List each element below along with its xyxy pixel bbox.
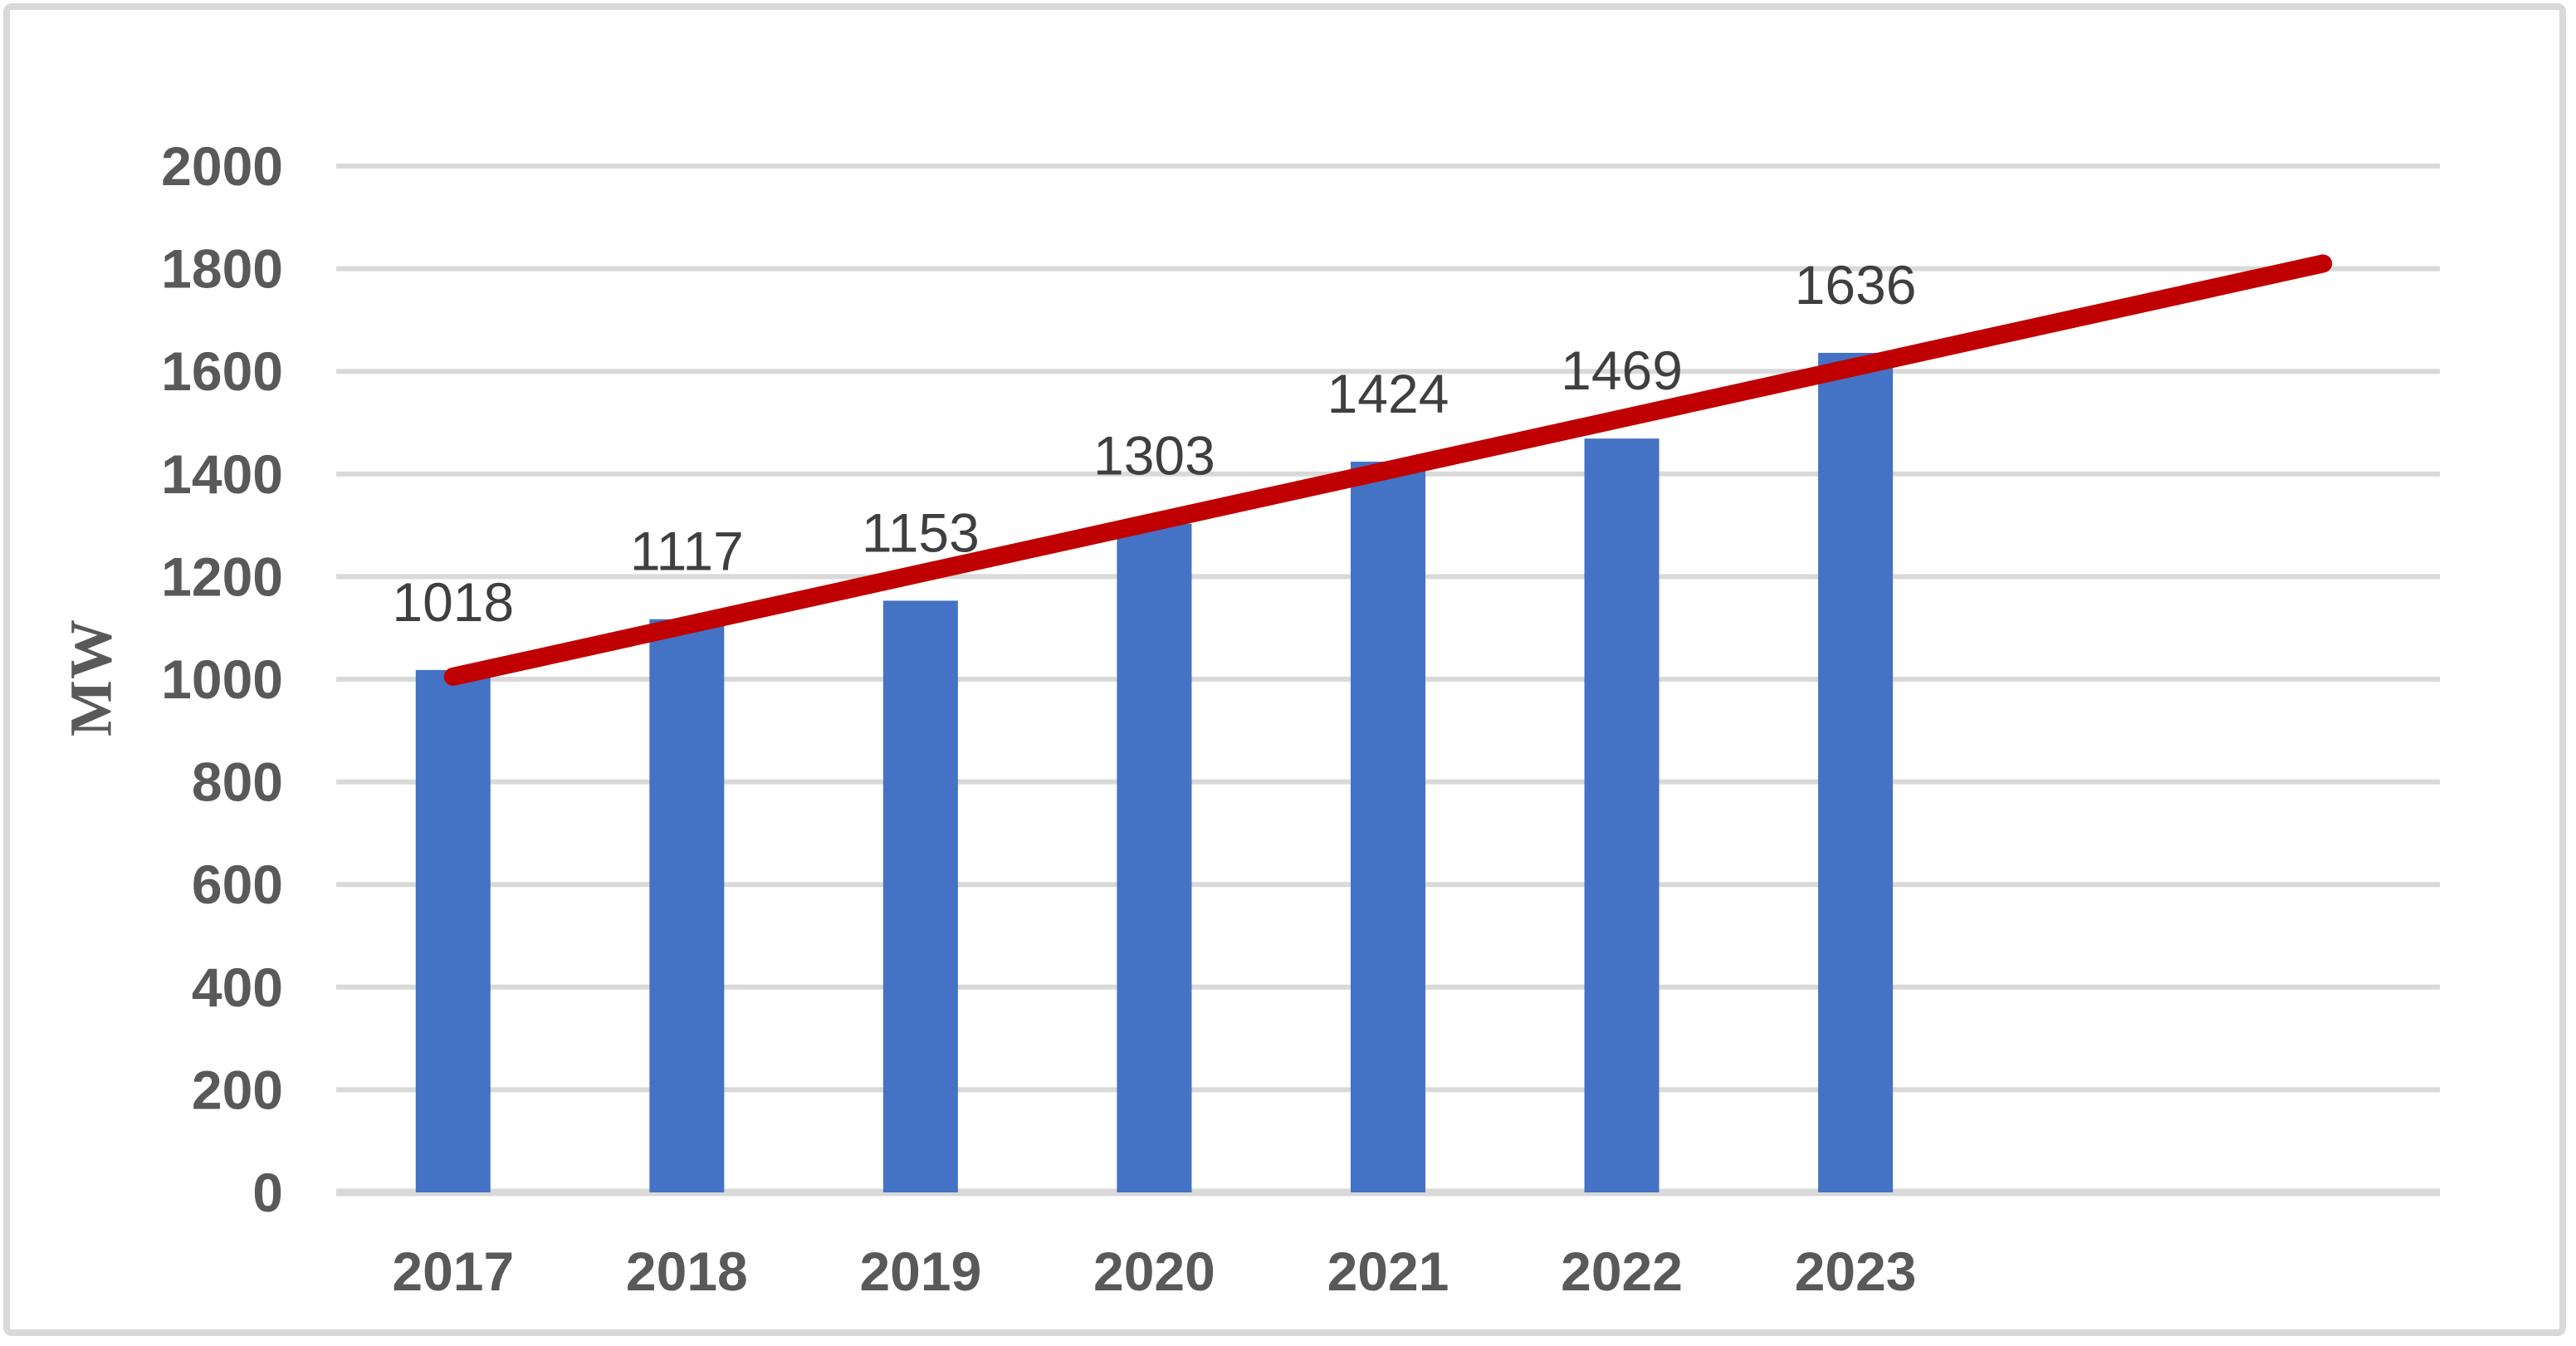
data-label-2021: 1424 xyxy=(1327,363,1449,424)
x-tick-label-2018: 2018 xyxy=(626,1241,748,1302)
y-tick-label-1600: 1600 xyxy=(161,340,283,402)
data-label-2018: 1117 xyxy=(630,521,744,582)
bar-2017 xyxy=(415,669,491,1192)
y-tick-label-1000: 1000 xyxy=(161,649,283,710)
bar-2022 xyxy=(1584,438,1659,1192)
y-tick-label-600: 600 xyxy=(192,854,283,915)
data-label-2020: 1303 xyxy=(1093,425,1215,487)
y-axis-title: MW xyxy=(57,619,125,737)
bar-2018 xyxy=(649,619,725,1192)
bar-2019 xyxy=(882,600,958,1192)
trendline xyxy=(443,254,2333,686)
x-tick-label-2021: 2021 xyxy=(1327,1241,1449,1302)
x-tick-label-2019: 2019 xyxy=(859,1241,981,1302)
y-tick-label-400: 400 xyxy=(192,957,283,1018)
x-tick-label-2023: 2023 xyxy=(1795,1241,1917,1302)
y-tick-label-800: 800 xyxy=(192,751,283,813)
bar-2023 xyxy=(1818,352,1894,1192)
y-tick-label-1800: 1800 xyxy=(161,238,283,300)
bar-2021 xyxy=(1351,461,1425,1192)
y-tick-label-1400: 1400 xyxy=(161,443,283,505)
y-tick-label-2000: 2000 xyxy=(161,135,283,197)
data-label-2022: 1469 xyxy=(1561,340,1683,401)
bar-2020 xyxy=(1117,523,1192,1192)
data-label-2023: 1636 xyxy=(1795,254,1917,316)
x-tick-label-2022: 2022 xyxy=(1561,1241,1683,1302)
data-label-2019: 1153 xyxy=(862,502,980,563)
y-tick-label-200: 200 xyxy=(192,1059,283,1120)
data-label-2017: 1018 xyxy=(392,571,514,633)
y-tick-label-1200: 1200 xyxy=(161,546,283,607)
x-tick-label-2020: 2020 xyxy=(1093,1241,1215,1302)
x-tick-label-2017: 2017 xyxy=(392,1241,514,1302)
y-tick-label-0: 0 xyxy=(252,1162,283,1223)
